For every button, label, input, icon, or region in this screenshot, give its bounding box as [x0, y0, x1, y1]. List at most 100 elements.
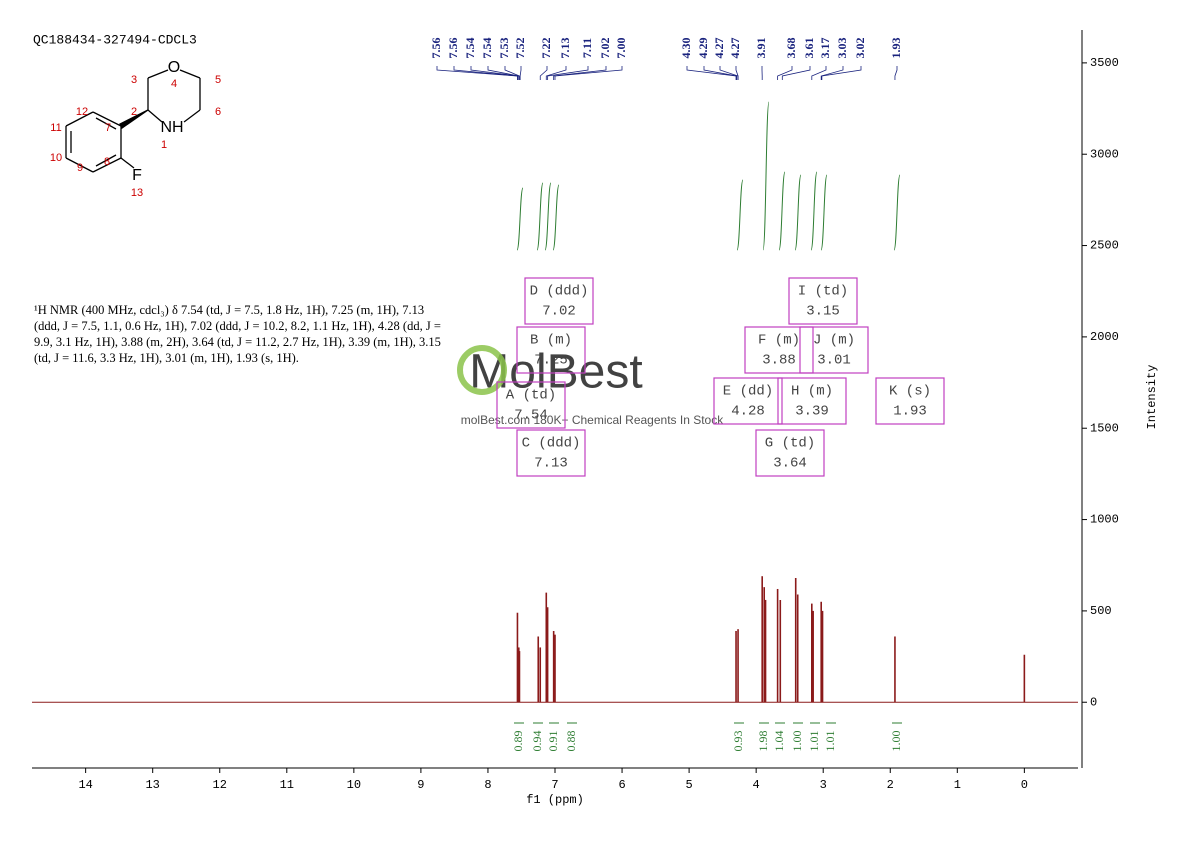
y-tick-label: 0: [1090, 695, 1097, 709]
peak-label: 7.22: [539, 38, 553, 59]
multiplet-box: [516, 326, 586, 374]
x-tick-label: 9: [417, 778, 424, 792]
peak-label: 7.13: [558, 38, 572, 59]
peak-label-leader: [547, 66, 589, 80]
multiplet-shift: 3.15: [806, 304, 840, 320]
peak-label: 3.91: [754, 38, 768, 59]
multiplet-label: I (td): [798, 284, 848, 300]
integral-label: 1.00: [790, 731, 804, 752]
peak-label: 3.17: [818, 38, 832, 59]
multiplet-box: [516, 429, 586, 477]
multiplet-box: [713, 377, 783, 425]
peak-label: 7.53: [497, 38, 511, 59]
multiplet-shift: 3.64: [773, 456, 807, 472]
peak-label: 3.68: [784, 38, 798, 59]
multiplet-box: [777, 377, 847, 425]
atom-label: 10: [50, 152, 62, 164]
atom-label: 3: [131, 74, 137, 86]
peak-label-leader: [703, 66, 738, 80]
integral-label: 0.94: [530, 731, 544, 752]
y-tick-label: 3000: [1090, 147, 1119, 161]
integral-curve: [544, 182, 552, 251]
atom-label: 9: [77, 162, 83, 174]
peak-label: 7.52: [513, 38, 527, 59]
peak-label-leader: [821, 66, 862, 80]
peak-label: 7.00: [614, 38, 628, 59]
y-tick-label: 2000: [1090, 330, 1119, 344]
x-tick-label: 10: [347, 778, 361, 792]
atom-label: 2: [131, 106, 137, 118]
y-axis-label: Intensity: [1145, 365, 1159, 430]
atom-label: 11: [50, 122, 61, 134]
integral-label: 1.01: [823, 731, 837, 752]
peak-label-leader: [519, 66, 522, 80]
multiplet-label: G (td): [765, 436, 815, 452]
integral-curve: [810, 171, 818, 251]
multiplet-label: D (ddd): [530, 284, 589, 300]
integral-label: 1.00: [889, 731, 903, 752]
watermark-logo: [457, 345, 507, 395]
peak-label-leader: [539, 66, 548, 80]
x-tick-label: 6: [618, 778, 625, 792]
integral-curve: [794, 174, 802, 251]
peak-label-leader: [554, 66, 623, 80]
peak-label-leader: [820, 66, 844, 80]
atom-label: 8: [104, 156, 110, 168]
integral-curve: [820, 174, 828, 251]
integral-label: 0.88: [564, 731, 578, 752]
peak-label-leader: [719, 66, 739, 80]
peak-label: 7.54: [463, 38, 477, 59]
multiplet-shift: 7.02: [542, 304, 576, 320]
integral-label: 1.98: [756, 731, 770, 752]
y-tick-label: 500: [1090, 604, 1112, 618]
multiplet-shift: 7.13: [534, 456, 568, 472]
multiplet-label: H (m): [791, 384, 833, 400]
peak-label: 4.29: [696, 38, 710, 59]
x-tick-label: 7: [551, 778, 558, 792]
peak-label: 3.03: [835, 38, 849, 59]
atom-label: 6: [215, 106, 221, 118]
x-tick-label: 13: [145, 778, 159, 792]
y-tick-label: 2500: [1090, 239, 1119, 253]
atom-label: 5: [215, 74, 221, 86]
peak-label: 7.02: [598, 38, 612, 59]
peak-label: 3.61: [802, 38, 816, 59]
x-tick-label: 8: [484, 778, 491, 792]
multiplet-label: F (m): [758, 333, 800, 349]
atom-label: 1: [161, 139, 167, 151]
integral-curve: [762, 101, 770, 251]
integral-curve: [736, 179, 744, 251]
x-tick-label: 14: [78, 778, 92, 792]
multiplet-shift: 1.93: [893, 404, 927, 420]
integral-label: 0.93: [731, 731, 745, 752]
x-tick-label: 4: [753, 778, 760, 792]
x-tick-label: 12: [213, 778, 227, 792]
peak-label: 7.56: [429, 38, 443, 59]
peak-label: 7.11: [580, 38, 594, 58]
multiplet-shift: 7.25: [534, 353, 568, 369]
multiplet-box: [788, 277, 858, 325]
atom-label: 13: [131, 187, 143, 199]
integral-curve: [552, 184, 560, 251]
peak-label-leader: [686, 66, 737, 80]
peak-label-leader: [487, 66, 520, 80]
multiplet-shift: 4.28: [731, 404, 765, 420]
integral-curve: [516, 187, 524, 251]
watermark-sub: molBest.com 180K+ Chemical Reagents In S…: [461, 413, 724, 427]
peak-label: 4.27: [728, 38, 742, 59]
peak-label-leader: [811, 66, 827, 80]
peak-label-leader: [453, 66, 518, 80]
multiplet-label: E (dd): [723, 384, 773, 400]
atom-label: 7: [105, 122, 111, 134]
multiplet-shift: 3.88: [762, 353, 796, 369]
peak-label-leader: [553, 66, 607, 80]
atom-label: NH: [160, 119, 183, 136]
peak-label-leader: [777, 66, 793, 80]
multiplet-box: [524, 277, 594, 325]
y-tick-label: 1500: [1090, 421, 1119, 435]
peak-label-leader: [504, 66, 520, 80]
